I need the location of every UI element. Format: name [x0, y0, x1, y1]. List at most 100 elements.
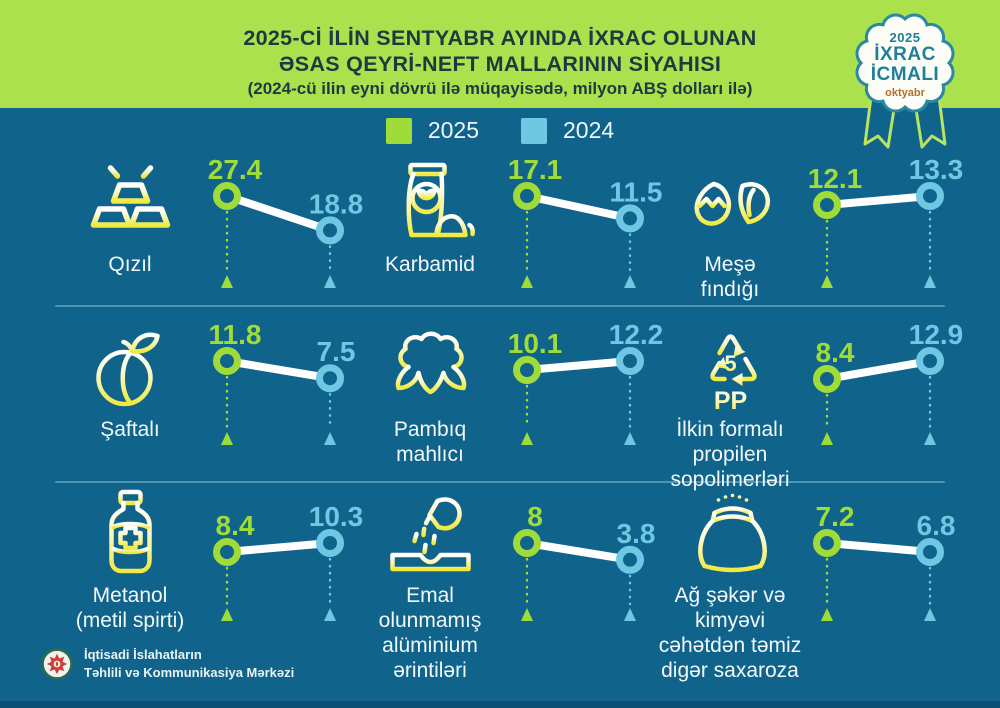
value-2024: 12.9: [909, 319, 964, 350]
y2025-anchor-triangle: [821, 608, 833, 621]
badge-month: oktyabr: [885, 86, 925, 99]
product-chart-block: 27.4 18.8: [205, 150, 363, 300]
panel-row-1: Qızıl 27.4 18.8 Karbamid 17.1 11.5: [0, 150, 1000, 305]
legend-item-2024: 2024: [521, 117, 614, 144]
connector-line: [823, 357, 934, 383]
product-icon-block: Meşə fındığı: [655, 150, 805, 302]
legend-swatch-2025: [385, 117, 412, 144]
slope-chart: 8 3.8: [513, 501, 656, 621]
panel-row-3: Metanol (metil spirti) 8.4 10.3 Emal olu…: [0, 483, 1000, 682]
panel-sugar-sack: Ağ şəkər və kimyəvi cəhətdən təmiz digər…: [655, 483, 955, 683]
fertilizer-bag-icon: [406, 162, 475, 238]
value-2024: 10.3: [309, 501, 364, 532]
badge-line2: İCMALI: [870, 63, 940, 85]
title-block: 2025-Cİ İLİN SENTYABR AYINDA İXRAC OLUNA…: [0, 25, 1000, 101]
pp-recycling-icon: 5 PP: [709, 334, 757, 413]
panels-grid: Qızıl 27.4 18.8 Karbamid 17.1 11.5: [0, 150, 1000, 682]
marker-2024: [316, 216, 344, 245]
product-label: Şaftalı: [100, 418, 160, 441]
connector-line: [223, 539, 334, 556]
value-2024: 18.8: [309, 188, 364, 219]
product-icon-block: Qızıl: [55, 150, 205, 277]
product-chart-block: 7.2 6.8: [805, 483, 955, 633]
badge-year: 2025: [889, 29, 921, 45]
marker-2025: [213, 538, 241, 566]
marker-2025: [813, 529, 841, 557]
value-2024: 13.3: [909, 154, 964, 185]
value-2024: 11.5: [610, 176, 663, 207]
marker-2025: [813, 191, 841, 219]
marker-2024: [316, 364, 344, 393]
badge-seal-icon: [855, 13, 955, 113]
title-line-1: 2025-Cİ İLİN SENTYABR AYINDA İXRAC OLUNA…: [243, 26, 757, 50]
product-chart-block: 8.4 12.9: [805, 307, 963, 457]
product-icon-block: Şaftalı: [55, 307, 205, 442]
y2024-anchor-triangle: [924, 275, 936, 288]
marker-2025: [213, 347, 241, 375]
y2024-anchor-triangle: [324, 608, 336, 621]
product-chart-block: 12.1 13.3: [805, 150, 963, 300]
product-label: Meşə fındığı: [700, 253, 760, 301]
value-2025: 8.4: [816, 337, 855, 368]
value-2025: 27.4: [208, 154, 263, 185]
product-label: Karbamid: [385, 253, 475, 276]
slope-chart: 8.4 12.9: [813, 319, 964, 445]
product-icon-block: Emal olunmamış alüminium ərintiləri: [355, 483, 505, 683]
footer: İqtisadi İslahatların Təhlili və Kommuni…: [40, 646, 294, 682]
marker-2025: [813, 365, 841, 393]
marker-2024: [316, 529, 344, 557]
org-name: İqtisadi İslahatların Təhlili və Kommuni…: [84, 646, 294, 682]
header-band: 2025-Cİ İLİN SENTYABR AYINDA İXRAC OLUNA…: [0, 0, 1000, 108]
value-2024: 6.8: [917, 510, 956, 541]
row-divider: [55, 481, 945, 483]
y2025-anchor-triangle: [521, 608, 533, 621]
slope-chart: 10.1 12.2: [508, 319, 664, 445]
marker-2025: [213, 182, 241, 210]
y2024-anchor-triangle: [924, 432, 936, 445]
hazelnut-icon: [694, 181, 770, 226]
product-label: Ağ şəkər və kimyəvi cəhətdən təmiz digər…: [658, 584, 802, 682]
legend: 2025 2024: [0, 117, 1000, 144]
y2024-anchor-triangle: [624, 608, 636, 621]
connector-line: [823, 192, 934, 209]
panel-peach: Şaftalı 11.8 7.5: [55, 307, 355, 492]
row-divider: [55, 305, 945, 307]
marker-2025: [513, 529, 541, 557]
product-chart-block: 8.4 10.3: [205, 483, 363, 633]
legend-swatch-2024: [521, 117, 547, 144]
y2024-anchor-triangle: [324, 275, 336, 288]
slope-chart: 11.8 7.5: [209, 319, 355, 445]
connector-line: [223, 192, 334, 235]
product-label: Pambıq mahlıcı: [393, 418, 467, 466]
value-2025: 8.4: [216, 510, 255, 541]
y2025-anchor-triangle: [521, 275, 533, 288]
product-label: Qızıl: [108, 253, 152, 276]
value-2024: 12.2: [609, 319, 664, 350]
slope-chart: 8.4 10.3: [213, 501, 364, 621]
panel-fertilizer-bag: Karbamid 17.1 11.5: [355, 150, 662, 305]
org-name-line1: İqtisadi İslahatların: [84, 647, 202, 662]
value-2024: 3.8: [617, 518, 656, 549]
product-icon-block: Pambıq mahlıcı: [355, 307, 505, 467]
bottom-strip: [0, 701, 1000, 708]
value-2025: 7.2: [816, 501, 855, 532]
product-chart-block: 11.8 7.5: [205, 307, 355, 457]
product-chart-block: 10.1 12.2: [505, 307, 663, 457]
value-2025: 10.1: [508, 328, 563, 359]
legend-label-2025: 2025: [427, 117, 479, 143]
y2024-anchor-triangle: [624, 275, 636, 288]
connector-line: [823, 539, 934, 556]
product-icon-block: Metanol (metil spirti): [55, 483, 205, 633]
panel-row-2: Şaftalı 11.8 7.5 Pambıq mahlıcı 10.1 12.…: [0, 307, 1000, 491]
connector-line: [523, 357, 634, 374]
org-emblem-icon: [41, 648, 73, 680]
peach-icon: [95, 332, 160, 407]
slope-chart: 17.1 11.5: [508, 154, 663, 288]
product-label: Emal olunmamış alüminium ərintiləri: [378, 584, 482, 682]
gold-bars-icon: [90, 159, 170, 228]
legend-item-2025: 2025: [385, 117, 479, 144]
title-line-2: ƏSAS QEYRİ-NEFT MALLARININ SİYAHISI: [278, 52, 722, 76]
y2024-anchor-triangle: [324, 432, 336, 445]
value-2025: 8: [527, 501, 543, 532]
